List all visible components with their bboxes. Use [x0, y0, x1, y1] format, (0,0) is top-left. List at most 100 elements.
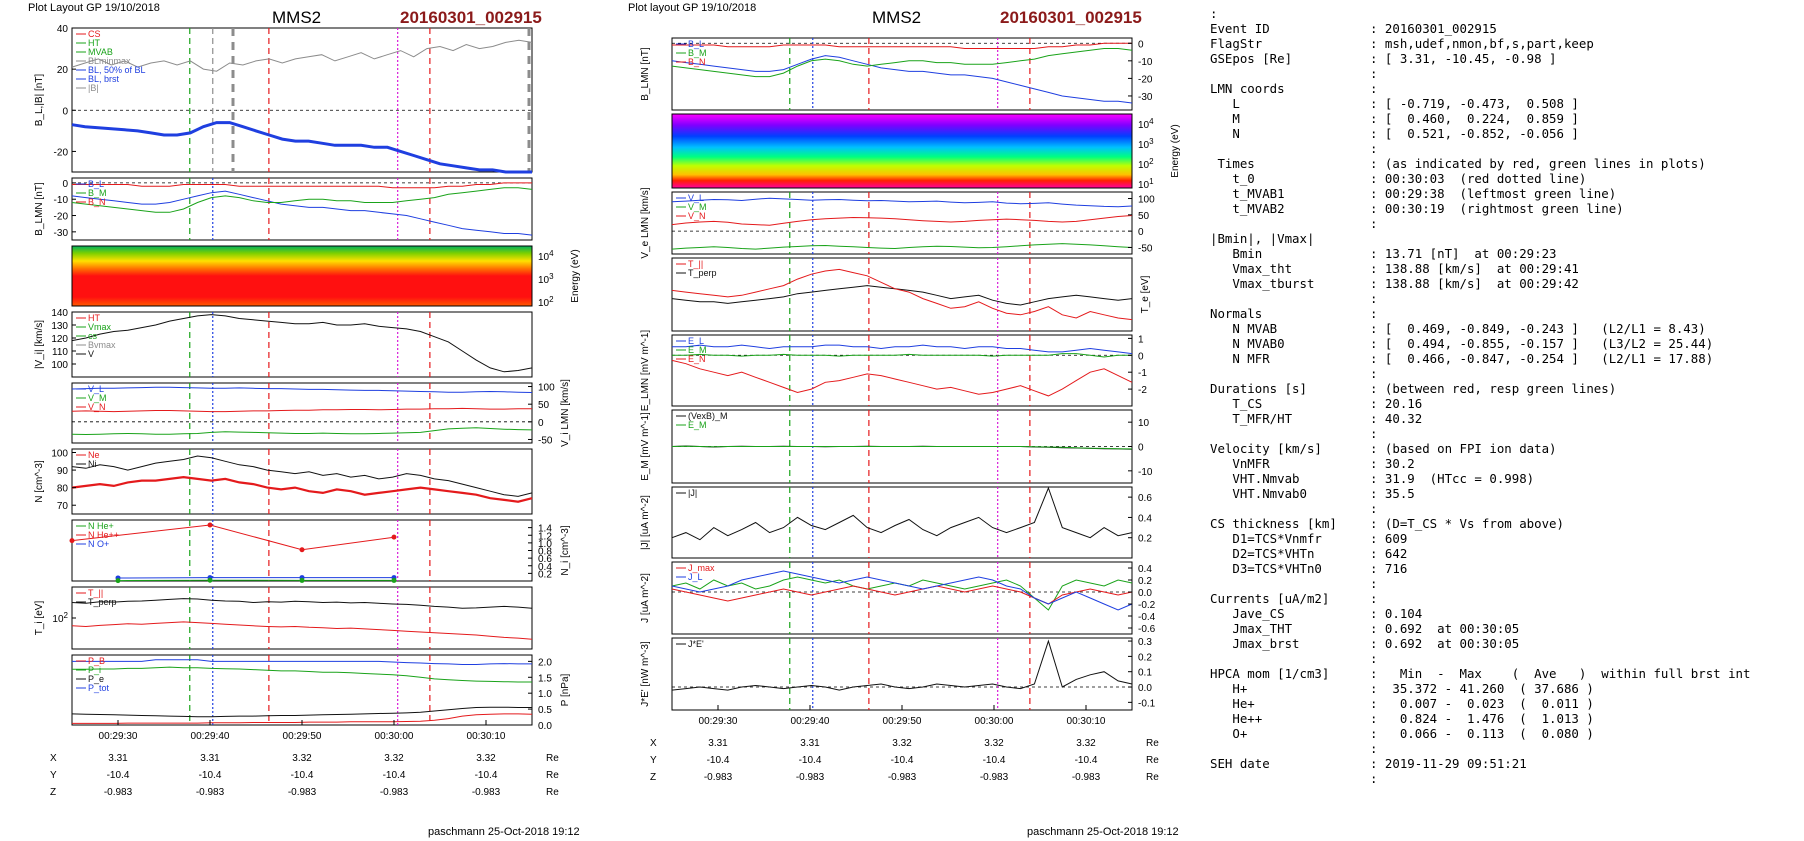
info-key: Event ID	[1210, 21, 1270, 36]
info-key: t_0	[1210, 171, 1255, 186]
info-row: He+: 0.007 - 0.023 ( 0.011 )	[1210, 696, 1800, 711]
info-key: N	[1210, 126, 1240, 141]
middle-pos-unit-Y: Re	[1146, 755, 1159, 766]
left-panel-1-ylabel: B_L,|B| [nT]	[34, 74, 45, 127]
left-panel-9-ytick-2: 1.0	[538, 689, 552, 700]
middle-pos-Z-1: -0.983	[796, 772, 825, 783]
middle-panel-8-ylabel: J [uA m^-2]	[640, 573, 651, 623]
middle-pos-X-3: 3.32	[984, 738, 1004, 749]
middle-panel-6-ytick-2: -10	[1138, 467, 1153, 478]
left-panel-9-legend-3: P_tot	[88, 683, 110, 693]
middle-panel-1-ylabel: B_LMN [nT]	[640, 47, 651, 101]
info-row: O+: 0.066 - 0.113 ( 0.080 )	[1210, 726, 1800, 741]
middle-panel-7-ytick-1: 0.4	[1138, 513, 1152, 524]
middle-time-tick-4: 00:30:10	[1067, 716, 1106, 727]
info-key: SEH date	[1210, 756, 1270, 771]
middle-panel-6-ylabel: E_M [mV m^-1]	[640, 412, 651, 481]
left-panel-1-legend-3: BLminmax	[88, 56, 131, 66]
info-value: : 716	[1370, 561, 1408, 576]
left-panel-7-series-0-point-2	[299, 547, 305, 553]
middle-panel-5-series-1	[672, 353, 1132, 358]
left-panel-1-legend-4: BL, 50% of BL	[88, 65, 146, 75]
info-value: : 20.16	[1370, 396, 1423, 411]
middle-panel-9-series-0	[671, 639, 1133, 691]
middle-footer: paschmann 25-Oct-2018 19:12	[1027, 826, 1179, 838]
info-row: T_MFR/HT: 40.32	[1210, 411, 1800, 426]
middle-pos-X-1: 3.31	[800, 738, 820, 749]
middle-panel-8-legend-0: J_max	[688, 563, 715, 573]
info-row: :	[1210, 771, 1800, 786]
info-value: : Min - Max ( Ave ) within full brst int	[1370, 666, 1751, 681]
middle-panel-3-ytick-2: 0	[1138, 227, 1144, 238]
left-panel-7-ytick-1: 1.2	[538, 531, 552, 542]
left-panel-7-series-2-point-2	[299, 577, 305, 583]
left-panel-7-legend-1: N He++	[88, 530, 119, 540]
info-value: : 35.372 - 41.260 ( 37.686 )	[1370, 681, 1594, 696]
middle-panel-5-ytick-2: -1	[1138, 368, 1147, 379]
info-value: :	[1370, 591, 1378, 606]
left-panel-1-legend-6: |B|	[88, 83, 99, 93]
info-row: :	[1210, 576, 1800, 591]
middle-panel-1-legend-1: B_M	[688, 48, 707, 58]
middle-panel-3-series-1	[671, 215, 1133, 226]
middle-panel-9-ytick-3: 0.0	[1138, 683, 1152, 694]
left-panel-1-ytick-1: 20	[57, 65, 69, 76]
info-row: HPCA mom [1/cm3]: Min - Max ( Ave ) with…	[1210, 666, 1800, 681]
left-panel-1-legend-0: CS	[88, 29, 101, 39]
middle-panel-4-frame	[671, 257, 1133, 332]
info-row: |Bmin|, |Vmax|	[1210, 231, 1800, 246]
info-row: CS thickness [km]: (D=T_CS * Vs from abo…	[1210, 516, 1800, 531]
info-key: VHT.Nmvab	[1210, 471, 1300, 486]
left-panel-8-series-1	[71, 621, 533, 640]
left-panel-4-ytick-3: 110	[52, 347, 68, 358]
left-plot-header: Plot Layout GP 19/10/2018	[28, 2, 160, 14]
middle-pos-unit-Z: Re	[1146, 772, 1159, 783]
middle-panel-8-ytick-1: 0.2	[1138, 576, 1152, 587]
left-panel-2-legend-1: B_M	[88, 188, 107, 198]
left-panel-2-series-2	[72, 182, 532, 189]
info-row: LMN coords:	[1210, 81, 1800, 96]
info-key: M	[1210, 111, 1240, 126]
info-row: Velocity [km/s]: (based on FPI ion data)	[1210, 441, 1800, 456]
info-key: Vmax_tht	[1210, 261, 1293, 276]
left-panel-2-series-1	[71, 187, 533, 213]
info-key: t_MVAB2	[1210, 201, 1285, 216]
left-panel-9-ytick-0: 2.0	[538, 657, 552, 668]
info-row: :	[1210, 651, 1800, 666]
middle-panel-5-frame	[671, 334, 1133, 407]
left-panel-3-ytick-0: 104	[538, 249, 554, 263]
middle-panel-8-frame	[671, 561, 1133, 635]
left-panel-5-ytick-1: 50	[538, 400, 550, 411]
info-row: Currents [uA/m2]:	[1210, 591, 1800, 606]
left-panel-3-spectrogram	[71, 245, 533, 307]
info-value: : 35.5	[1370, 486, 1415, 501]
middle-pos-label-Y: Y	[650, 755, 657, 766]
left-pos-Z-2: -0.983	[288, 787, 317, 798]
middle-panel-9-ytick-0: 0.3	[1138, 637, 1152, 648]
info-value: : [ 0.521, -0.852, -0.056 ]	[1370, 126, 1579, 141]
info-key: Bmin	[1210, 246, 1263, 261]
info-value: : 2019-11-29 09:51:21	[1370, 756, 1527, 771]
middle-panel-2-ytick-3: 101	[1138, 177, 1154, 191]
middle-pos-X-2: 3.32	[892, 738, 912, 749]
middle-panel-6-ytick-1: 0	[1138, 443, 1144, 454]
info-row: :	[1210, 366, 1800, 381]
info-value: :	[1370, 771, 1378, 786]
middle-pos-label-X: X	[650, 738, 657, 749]
left-pos-Z-4: -0.983	[472, 787, 501, 798]
middle-panel-1-series-0	[671, 55, 1133, 104]
middle-panel-1-series-2	[672, 42, 1132, 49]
info-key: t_MVAB1	[1210, 186, 1285, 201]
left-panel-7-ytick-3: 0.8	[538, 547, 552, 558]
left-panel-2-series-0	[71, 190, 533, 236]
middle-pos-Z-0: -0.983	[704, 772, 733, 783]
left-time-tick-2: 00:29:50	[283, 731, 322, 742]
middle-panel-9-ytick-1: 0.2	[1138, 652, 1152, 663]
middle-time-tick-1: 00:29:40	[791, 716, 830, 727]
info-value: :	[1370, 291, 1378, 306]
info-value: : 0.104	[1370, 606, 1423, 621]
event-info-table: : Event ID: 20160301_002915 FlagStr: msh,u…	[1210, 6, 1800, 836]
info-leading-colon: :	[1210, 6, 1218, 21]
middle-pos-Y-3: -10.4	[983, 755, 1006, 766]
middle-pos-Y-2: -10.4	[891, 755, 914, 766]
